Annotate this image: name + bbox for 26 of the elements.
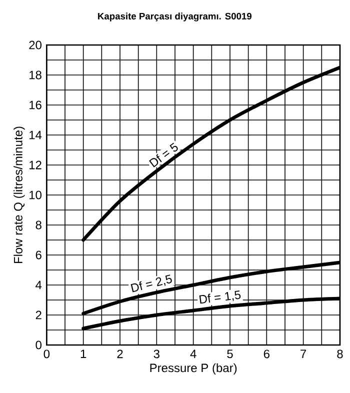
text: Df = 5 (149, 142, 178, 168)
y-tick-label: 16 (30, 100, 42, 110)
text: Df = 2,5 (130, 274, 172, 292)
y-tick-label: 20 (29, 40, 42, 50)
x-tick-label: 0 (44, 350, 50, 358)
y-tick-label: 10 (30, 190, 42, 200)
y-tick-label: 18 (30, 70, 42, 80)
y-axis-title: Flow rate Q (litres/minute) (14, 126, 25, 264)
x-tick-label: 8 (337, 350, 343, 358)
x-tick-label: 5 (227, 350, 233, 358)
x-tick-label: 4 (190, 350, 196, 358)
y-tick-label: 8 (36, 220, 42, 230)
x-tick-label: 2 (117, 350, 123, 358)
y-tick-label: 12 (30, 160, 42, 170)
y-tick-label: 6 (36, 250, 42, 260)
y-tick-label: 2 (36, 310, 42, 320)
x-tick-label: 7 (300, 350, 306, 358)
y-tick-label: 4 (36, 280, 42, 290)
x-tick-label: 3 (154, 350, 160, 358)
x-tick-label: 1 (80, 350, 86, 358)
y-tick-label: 14 (30, 130, 42, 140)
x-tick-label: 6 (264, 350, 270, 358)
chart-title: Kapasite Parçası diyagramı. S0019 (98, 12, 252, 22)
text: Df = 1,5 (199, 290, 241, 304)
x-axis-title: Pressure P (bar) (150, 363, 237, 375)
y-tick-label: 0 (36, 340, 42, 350)
